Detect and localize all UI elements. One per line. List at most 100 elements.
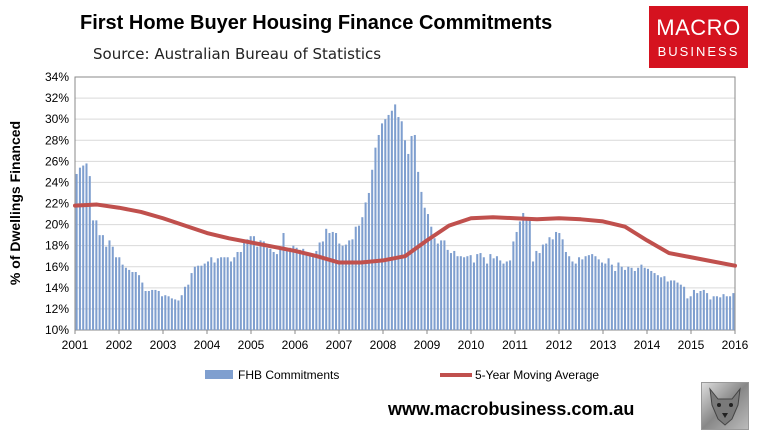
fhb-bar	[679, 284, 682, 330]
fhb-bar	[358, 225, 361, 330]
fhb-bar	[134, 272, 137, 330]
fhb-bar	[256, 246, 259, 330]
x-tick-label: 2004	[194, 338, 221, 352]
fhb-bar	[338, 243, 341, 330]
fhb-bar	[78, 167, 81, 330]
fhb-bar	[472, 262, 475, 330]
fhb-bar	[607, 258, 610, 330]
fhb-bar	[509, 260, 512, 330]
fhb-bar	[466, 256, 469, 330]
y-axis-label: % of Dwellings Financed	[7, 121, 23, 285]
fhb-bar	[243, 242, 246, 330]
fhb-bar	[646, 268, 650, 330]
x-tick-label: 2010	[458, 338, 485, 352]
fhb-bar	[121, 264, 124, 330]
fhb-bar	[699, 291, 702, 330]
fhb-bar	[151, 289, 154, 330]
fhb-bar	[518, 221, 521, 330]
legend: FHB Commitments 5-Year Moving Average	[205, 368, 599, 382]
fhb-bar	[331, 231, 334, 330]
fhb-bar	[581, 259, 584, 330]
fhb-bar	[715, 296, 718, 330]
fhb-bar	[115, 257, 118, 330]
x-tick-label: 2012	[546, 338, 573, 352]
fhb-bar	[407, 153, 410, 330]
x-tick-label: 2015	[678, 338, 705, 352]
y-axis-ticks: 10% 12% 14% 16% 18% 20% 22% 24% 26% 28% 30% 32% 34%	[45, 70, 69, 337]
fhb-bar	[712, 296, 715, 330]
fhb-bar	[88, 176, 91, 330]
fhb-bar	[312, 255, 315, 330]
fhb-bar	[597, 259, 600, 330]
fhb-bar	[344, 244, 347, 330]
fhb-bar	[729, 296, 732, 330]
x-tick-label: 2013	[590, 338, 617, 352]
fhb-bar	[292, 245, 295, 330]
fhb-bar	[308, 254, 311, 330]
fhb-bar	[236, 251, 239, 330]
y-tick-label: 34%	[45, 70, 69, 84]
fhb-bar	[719, 297, 722, 330]
x-tick-label: 2011	[502, 338, 528, 352]
fhb-bar	[239, 251, 242, 330]
fhb-bar	[538, 253, 541, 330]
fhb-bar	[417, 171, 420, 331]
logo-line-2: BUSINESS	[657, 44, 740, 59]
fhb-bar	[180, 295, 183, 330]
y-tick-label: 16%	[45, 260, 69, 274]
fhb-bar	[213, 262, 216, 330]
fhb-bar	[82, 165, 85, 330]
macrobusiness-logo[interactable]: MACRO BUSINESS	[649, 6, 748, 68]
fhb-bar	[289, 247, 292, 330]
fhb-bar	[515, 231, 518, 330]
y-tick-label: 18%	[45, 239, 69, 253]
fhb-bar	[476, 254, 479, 330]
fhb-bar	[650, 270, 653, 330]
legend-line-label: 5-Year Moving Average	[475, 368, 599, 382]
fhb-bar	[223, 257, 226, 330]
fhb-bar	[95, 220, 98, 330]
x-tick-label: 2009	[414, 338, 441, 352]
fhb-bar	[420, 191, 423, 330]
website-url[interactable]: www.macrobusiness.com.au	[388, 399, 635, 419]
fhb-bar	[197, 265, 200, 330]
fhb-bar	[220, 257, 223, 330]
fhb-bar	[328, 233, 331, 330]
fhb-bar	[275, 254, 278, 330]
fhb-bar	[660, 277, 663, 330]
fhb-bar	[305, 251, 308, 330]
fhb-bar	[298, 249, 301, 330]
bar-series	[75, 104, 735, 331]
fhb-bar	[486, 263, 489, 330]
fhb-bar	[512, 241, 515, 330]
fhb-bar	[541, 244, 544, 330]
fhb-bar	[229, 261, 232, 330]
x-tick-label: 2014	[634, 338, 661, 352]
fhb-bar	[354, 226, 357, 330]
fhb-bar	[584, 256, 587, 330]
fhb-bar	[400, 121, 403, 331]
fhb-bar	[456, 256, 459, 330]
fhb-bar	[144, 291, 147, 330]
chart-title: First Home Buyer Housing Finance Commitm…	[80, 12, 553, 34]
fhb-bar	[587, 255, 590, 330]
fhb-bar	[673, 280, 676, 330]
fhb-bar	[725, 296, 728, 330]
fhb-bar	[131, 272, 134, 330]
y-tick-label: 20%	[45, 218, 69, 232]
fhb-bar	[689, 296, 692, 330]
fhb-bar	[325, 228, 328, 330]
fhb-bar	[190, 273, 193, 330]
fhb-bar	[666, 281, 669, 330]
legend-bar-label: FHB Commitments	[238, 368, 339, 382]
fhb-bar	[564, 251, 567, 330]
fhb-bar	[555, 231, 558, 330]
fhb-bar	[430, 226, 433, 330]
y-tick-label: 26%	[45, 154, 69, 168]
fhb-bar	[397, 117, 400, 330]
fhb-bar	[246, 239, 249, 330]
y-tick-label: 24%	[45, 175, 69, 189]
fhb-bar	[449, 253, 452, 330]
fhb-bar	[187, 284, 190, 330]
fhb-bar	[443, 240, 446, 330]
